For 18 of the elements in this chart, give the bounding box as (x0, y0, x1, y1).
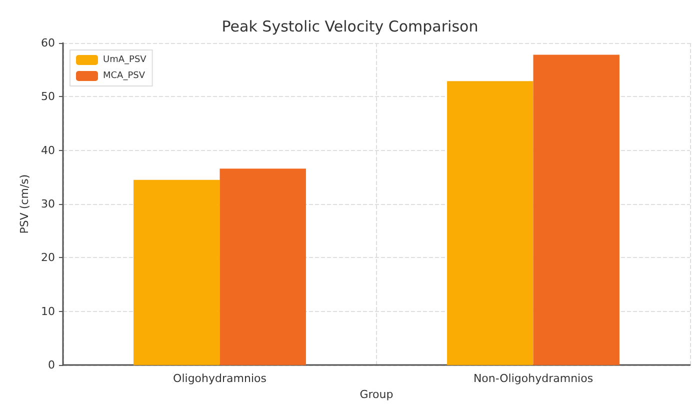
x-axis-title: Group (360, 388, 394, 401)
y-tick-label: 0 (48, 358, 55, 372)
y-tick-label: 10 (41, 304, 55, 318)
y-axis-title: PSV (cm/s) (18, 174, 32, 234)
bar (533, 54, 620, 366)
legend-label: UmA_PSV (103, 55, 148, 65)
x-tick-label: Oligohydramnios (173, 372, 267, 386)
x-tick-label: Non-Oligohydramnios (473, 372, 594, 386)
y-tick-label: 50 (41, 90, 55, 104)
bar (220, 168, 306, 366)
y-tick-label: 20 (41, 251, 55, 264)
bar (134, 180, 220, 366)
legend-label: MCA_PSV (103, 71, 146, 81)
chart-title: Peak Systolic Velocity Comparison (222, 18, 478, 36)
bar (447, 81, 534, 366)
y-tick-label: 40 (41, 144, 55, 157)
y-tick-label: 60 (41, 36, 55, 50)
y-tick-label: 30 (41, 198, 55, 211)
